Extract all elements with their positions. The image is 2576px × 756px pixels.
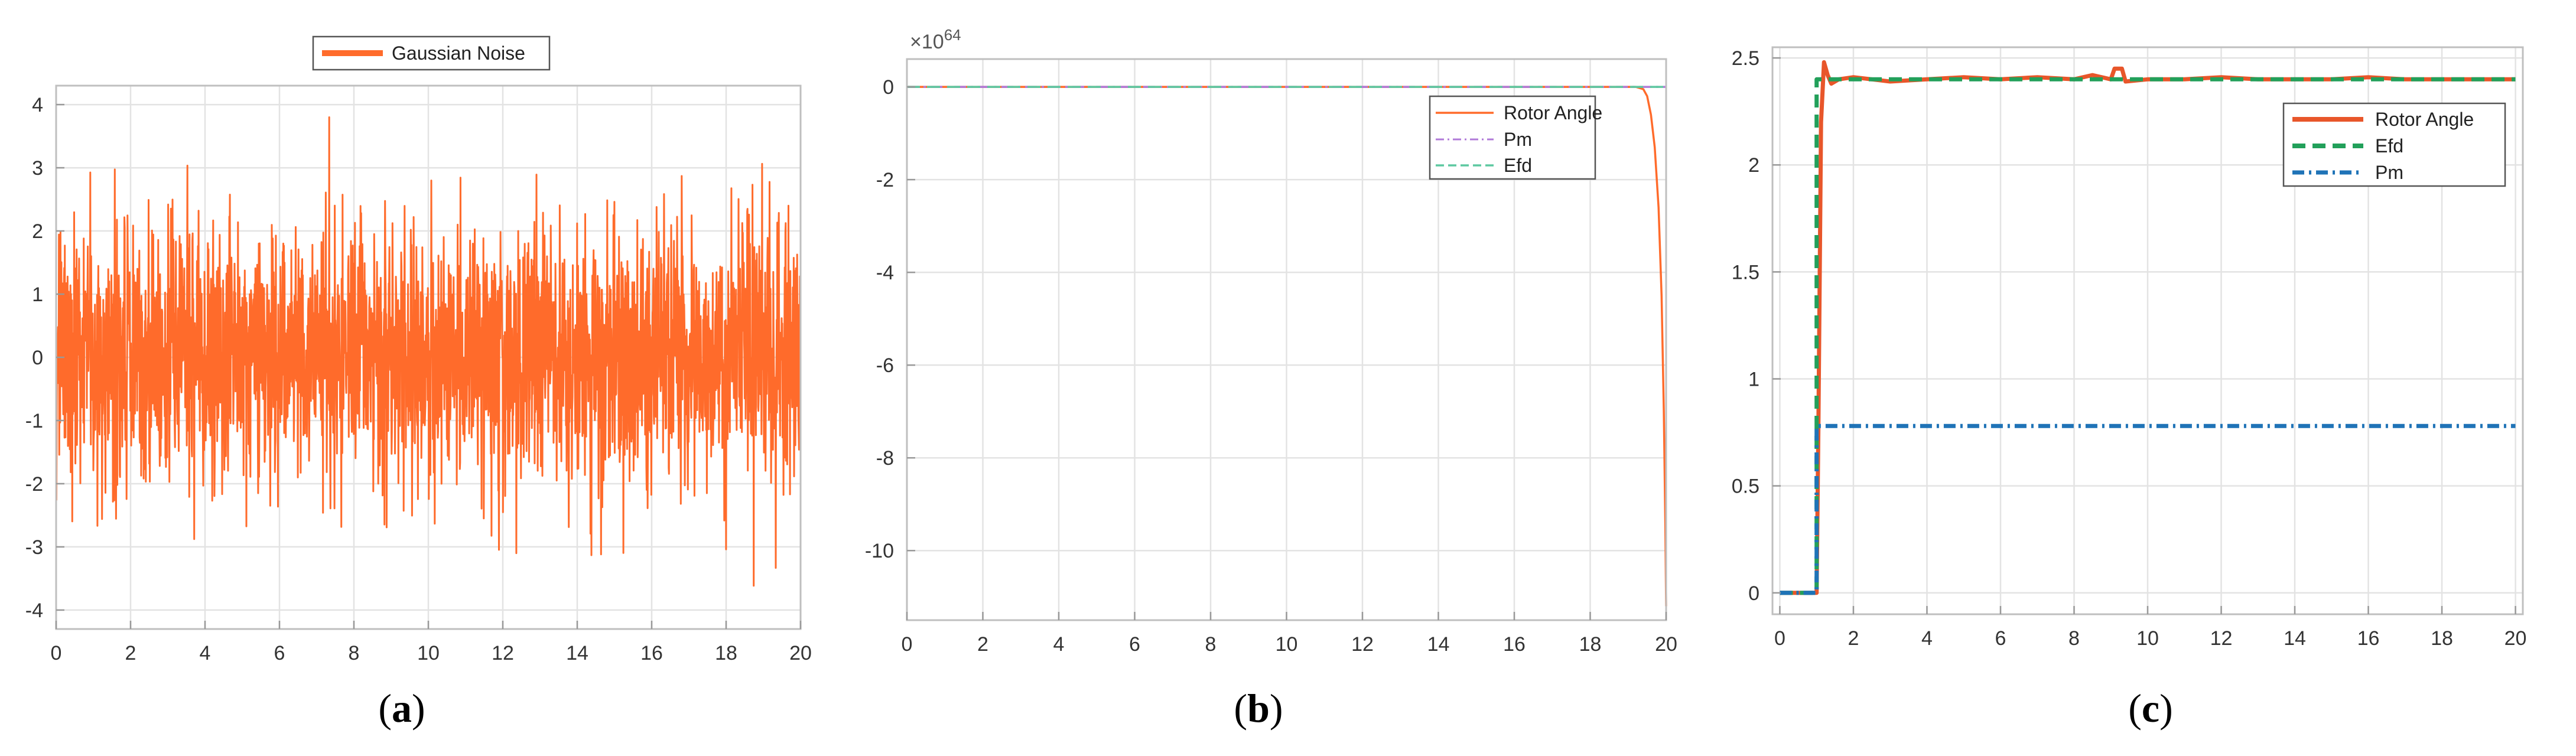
- y-tick-label: 1: [32, 284, 43, 306]
- legend-b-label-rotor-angle: Rotor Angle: [1504, 102, 1602, 123]
- series-line-pm: [1780, 423, 2516, 595]
- y-exponent-b: ×1064: [910, 26, 961, 53]
- y-tick-label: 2: [1748, 154, 1759, 177]
- y-tick-label: 0: [32, 347, 43, 369]
- x-tick-label: 10: [1276, 633, 1298, 656]
- x-tick-label: 0: [1774, 627, 1785, 650]
- legend-c-label-efd: Efd: [2375, 135, 2403, 157]
- panel-caption-c-letter: c: [2142, 686, 2159, 731]
- x-tick-label: 2: [125, 642, 136, 664]
- x-tick-label: 8: [1205, 633, 1217, 656]
- legend-b: Rotor Angle Pm Efd: [1429, 95, 1602, 180]
- panel-caption-a-letter: a: [392, 686, 412, 731]
- panel-caption-b-letter: b: [1247, 686, 1270, 731]
- y-tick-label: -4: [876, 262, 894, 284]
- x-tick-label: 12: [2210, 627, 2233, 650]
- x-tick-label: 2: [1848, 627, 1859, 650]
- series-c: [1780, 60, 2516, 595]
- x-tick-label: 0: [51, 642, 62, 664]
- y-ticks-a: -4 -3 -2 -1 0 1 2 3 4: [25, 94, 64, 622]
- x-tick-label: 18: [1579, 633, 1602, 656]
- panel-caption-c: (c): [2128, 686, 2173, 731]
- x-tick-label: 8: [349, 642, 360, 664]
- y-tick-label: -4: [25, 599, 43, 622]
- x-tick-label: 4: [1053, 633, 1065, 656]
- y-tick-label: 2.5: [1732, 47, 1759, 70]
- x-tick-label: 20: [1655, 633, 1677, 656]
- y-tick-label: -2: [876, 169, 894, 191]
- legend-a: Gaussian Noise: [312, 35, 551, 71]
- x-tick-label: 14: [1427, 633, 1450, 656]
- series-line-efd: [1780, 77, 2516, 595]
- panel-caption-b: (b): [1234, 686, 1283, 731]
- x-tick-label: 12: [1351, 633, 1374, 656]
- x-tick-label: 4: [1921, 627, 1933, 650]
- legend-c-label-pm: Pm: [2375, 162, 2403, 183]
- y-tick-label: 0: [883, 76, 894, 99]
- y-tick-label: 1.5: [1732, 261, 1759, 284]
- y-tick-label: 0.5: [1732, 475, 1759, 498]
- y-ticks-b: -10 -8 -6 -4 -2 0: [865, 76, 915, 562]
- series-line-rotor-angle: [907, 86, 1667, 607]
- x-tick-label: 16: [2357, 627, 2380, 650]
- legend-b-label-pm: Pm: [1504, 129, 1532, 150]
- chart-panel-c: 0 0.5 1 1.5 2 2.5 0 2 4 6 8 10 12 14 16 18 20 Rotor Ang…: [1732, 46, 2526, 731]
- y-tick-label: -8: [876, 447, 894, 470]
- legend-c-label-rotor-angle: Rotor Angle: [2375, 109, 2474, 130]
- panel-caption-a: (a): [378, 686, 425, 731]
- y-tick-label: 4: [32, 94, 43, 116]
- x-tick-label: 14: [566, 642, 588, 664]
- grid-c: [1772, 47, 2523, 614]
- y-tick-label: 1: [1748, 369, 1759, 391]
- legend-a-label-gaussian-noise: Gaussian Noise: [392, 43, 525, 64]
- x-tick-label: 4: [200, 642, 211, 664]
- y-tick-label: 2: [32, 220, 43, 243]
- x-tick-label: 20: [2505, 627, 2527, 650]
- x-tick-label: 10: [417, 642, 440, 664]
- x-tick-label: 16: [640, 642, 663, 664]
- y-tick-label: -2: [25, 473, 43, 496]
- y-tick-label: -10: [865, 540, 894, 562]
- x-tick-label: 14: [2284, 627, 2306, 650]
- x-tick-label: 20: [789, 642, 812, 664]
- x-tick-label: 18: [715, 642, 737, 664]
- x-ticks-b: 0 2 4 6 8 10 12 14 16 18 20: [902, 612, 1677, 656]
- legend-b-label-efd: Efd: [1504, 155, 1532, 176]
- y-tick-label: 3: [32, 157, 43, 180]
- x-ticks-c: 0 2 4 6 8 10 12 14 16 18 20: [1774, 606, 2526, 650]
- x-tick-label: 16: [1503, 633, 1526, 656]
- x-tick-label: 2: [977, 633, 988, 656]
- chart-panel-b: -10 -8 -6 -4 -2 0 0 2 4 6 8 10 12 14 16 18 20 ×1064 Rot…: [865, 26, 1677, 731]
- x-tick-label: 6: [1995, 627, 2006, 650]
- x-tick-label: 6: [274, 642, 285, 664]
- legend-c: Rotor Angle Efd Pm: [2282, 102, 2506, 187]
- series-line-gaussian-noise: [55, 116, 802, 587]
- x-tick-label: 10: [2136, 627, 2159, 650]
- x-tick-label: 18: [2431, 627, 2453, 650]
- series-a: [55, 116, 802, 587]
- x-tick-label: 6: [1129, 633, 1140, 656]
- y-tick-label: 0: [1748, 582, 1759, 605]
- y-tick-label: -3: [25, 536, 43, 559]
- x-ticks-a: 0 2 4 6 8 10 12 14 16 18 20: [51, 621, 812, 664]
- y-tick-label: -6: [876, 354, 894, 377]
- x-tick-label: 12: [492, 642, 514, 664]
- y-tick-label: -1: [25, 410, 43, 432]
- y-ticks-c: 0 0.5 1 1.5 2 2.5: [1732, 47, 1781, 605]
- x-tick-label: 8: [2068, 627, 2080, 650]
- series-b: [907, 86, 1667, 607]
- x-tick-label: 0: [902, 633, 913, 656]
